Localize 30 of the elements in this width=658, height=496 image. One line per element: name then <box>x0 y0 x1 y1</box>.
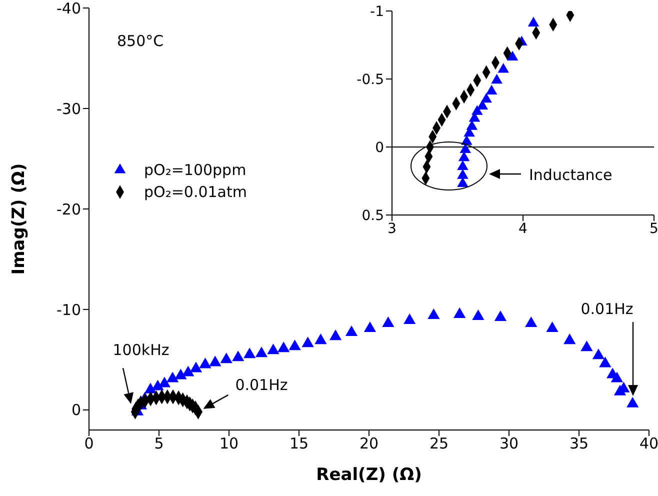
y-tick-label: -1 <box>370 4 384 20</box>
x-tick-label: 40 <box>639 434 658 453</box>
x-tick-label: 5 <box>154 434 164 453</box>
annotation: 0.01Hz <box>235 376 288 394</box>
x-tick-label: 25 <box>429 434 449 453</box>
x-tick-label: 3 <box>388 220 396 237</box>
x-tick-label: 20 <box>359 434 379 453</box>
annotation: 0.01Hz <box>580 300 634 318</box>
x-tick-label: 5 <box>650 220 658 237</box>
x-tick-label: 0 <box>84 434 94 453</box>
y-tick-label: -10 <box>56 300 81 319</box>
x-axis-title: Real(Z) (Ω) <box>316 465 422 485</box>
x-tick-label: 35 <box>569 434 589 453</box>
y-tick-label: 0 <box>375 140 384 156</box>
y-tick-label: -30 <box>56 100 81 118</box>
annotation: Inductance <box>529 166 612 184</box>
legend-label: pO₂=100ppm <box>144 161 246 179</box>
y-tick-label: -20 <box>56 200 81 218</box>
y-tick-label: -0.5 <box>356 72 384 88</box>
x-tick-label: 10 <box>219 434 239 453</box>
annotation: 850°C <box>117 32 164 50</box>
legend-label: pO₂=0.01atm <box>144 183 247 201</box>
y-tick-label: -40 <box>56 0 81 18</box>
y-tick-label: 0.5 <box>362 208 384 224</box>
y-tick-label: 0 <box>71 401 81 420</box>
y-axis-title: Imag(Z) (Ω) <box>9 163 30 275</box>
annotation: 100kHz <box>112 341 170 359</box>
x-tick-label: 30 <box>499 434 519 453</box>
x-tick-label: 15 <box>289 434 309 453</box>
x-tick-label: 4 <box>518 220 528 237</box>
